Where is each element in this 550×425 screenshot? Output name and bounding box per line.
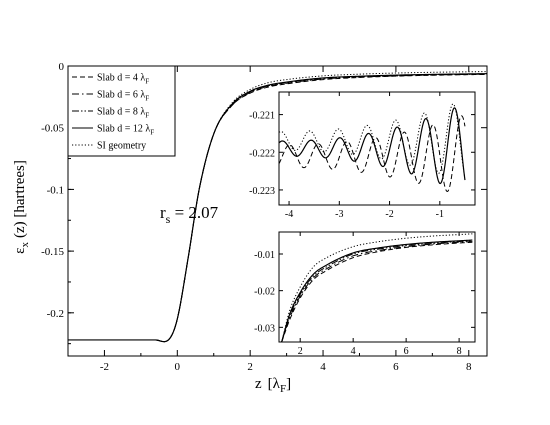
- series-line-0: [279, 115, 466, 193]
- series-line-2: [281, 240, 473, 342]
- x-tick-label: 2: [298, 346, 303, 357]
- x-tick-label: 0: [175, 361, 181, 373]
- x-tick-label: 2: [247, 361, 253, 373]
- plot-frame: [278, 91, 476, 206]
- x-tick-label: 4: [320, 361, 326, 373]
- series-line-3: [68, 73, 487, 343]
- series-line-1: [281, 241, 473, 342]
- y-tick-label: -0.223: [249, 186, 275, 197]
- series-line-3: [281, 239, 473, 342]
- legend-entry: Slab d = 6 λF: [97, 90, 149, 103]
- y-tick-label: -0.01: [254, 250, 275, 261]
- series-line-1: [279, 107, 466, 185]
- y-tick-label: -0.2: [47, 308, 64, 320]
- x-tick-label: -4: [285, 209, 293, 220]
- legend-entry: SI geometry: [97, 141, 146, 152]
- x-tick-label: 6: [393, 361, 399, 373]
- legend: Slab d = 4 λF Slab d = 6 λF Slab d = 8 λF S…: [67, 65, 176, 157]
- y-axis-label: εx(z) [hartrees]: [12, 160, 31, 254]
- series-line-1: [68, 73, 487, 343]
- x-tick-label: -3: [335, 209, 343, 220]
- x-tick-label: -2: [100, 361, 109, 373]
- y-tick-label: -0.1: [47, 184, 64, 196]
- x-tick-label: 8: [466, 361, 472, 373]
- series-line-2: [279, 103, 466, 178]
- legend-entry: Slab d = 8 λF: [97, 107, 149, 120]
- inset-lower-plot: 2 4 6 8 -0.01 -0.02 -0.03: [254, 231, 476, 357]
- y-tick-label: -0.221: [249, 111, 275, 122]
- x-axis-label: z [λF]: [255, 376, 291, 395]
- rs-annotation: rs = 2.07: [160, 203, 219, 226]
- y-tick-label: -0.03: [254, 323, 275, 334]
- y-tick-label: -0.15: [41, 246, 64, 258]
- series-group: [68, 71, 487, 343]
- inset-upper-plot: -4 -3 -2 -1 -0.221 -0.222 -0.223: [249, 91, 476, 220]
- x-tick-label: 8: [457, 346, 462, 357]
- y-tick-label: -0.05: [41, 123, 64, 135]
- series-group: [281, 233, 473, 342]
- x-tick-label: -1: [436, 209, 444, 220]
- y-tick-label: -0.02: [254, 287, 275, 298]
- plot-frame: [278, 231, 476, 343]
- series-line-0: [281, 241, 473, 342]
- y-tick-label: 0: [59, 61, 65, 73]
- x-tick-label: 4: [351, 346, 356, 357]
- x-tick-label: -2: [385, 209, 393, 220]
- legend-entry: Slab d = 4 λF: [97, 73, 149, 86]
- series-group: [279, 103, 466, 193]
- x-tick-label: 6: [404, 346, 409, 357]
- y-tick-label: -0.222: [249, 148, 275, 159]
- legend-entry: Slab d = 12 λF: [97, 124, 154, 137]
- series-line-4: [68, 71, 487, 343]
